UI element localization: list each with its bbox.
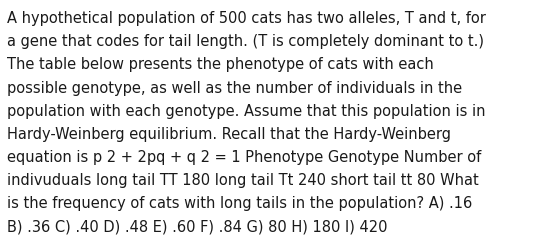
Text: is the frequency of cats with long tails in the population? A) .16: is the frequency of cats with long tails…: [7, 195, 472, 210]
Text: The table below presents the phenotype of cats with each: The table below presents the phenotype o…: [7, 57, 434, 72]
Text: B) .36 C) .40 D) .48 E) .60 F) .84 G) 80 H) 180 I) 420: B) .36 C) .40 D) .48 E) .60 F) .84 G) 80…: [7, 218, 387, 233]
Text: possible genotype, as well as the number of individuals in the: possible genotype, as well as the number…: [7, 80, 462, 95]
Text: indivuduals long tail TT 180 long tail Tt 240 short tail tt 80 What: indivuduals long tail TT 180 long tail T…: [7, 172, 478, 187]
Text: equation is p 2 + 2pq + q 2 = 1 Phenotype Genotype Number of: equation is p 2 + 2pq + q 2 = 1 Phenotyp…: [7, 149, 481, 164]
Text: Hardy-Weinberg equilibrium. Recall that the Hardy-Weinberg: Hardy-Weinberg equilibrium. Recall that …: [7, 126, 451, 141]
Text: A hypothetical population of 500 cats has two alleles, T and t, for: A hypothetical population of 500 cats ha…: [7, 11, 485, 26]
Text: population with each genotype. Assume that this population is in: population with each genotype. Assume th…: [7, 103, 485, 118]
Text: a gene that codes for tail length. (T is completely dominant to t.): a gene that codes for tail length. (T is…: [7, 34, 484, 49]
